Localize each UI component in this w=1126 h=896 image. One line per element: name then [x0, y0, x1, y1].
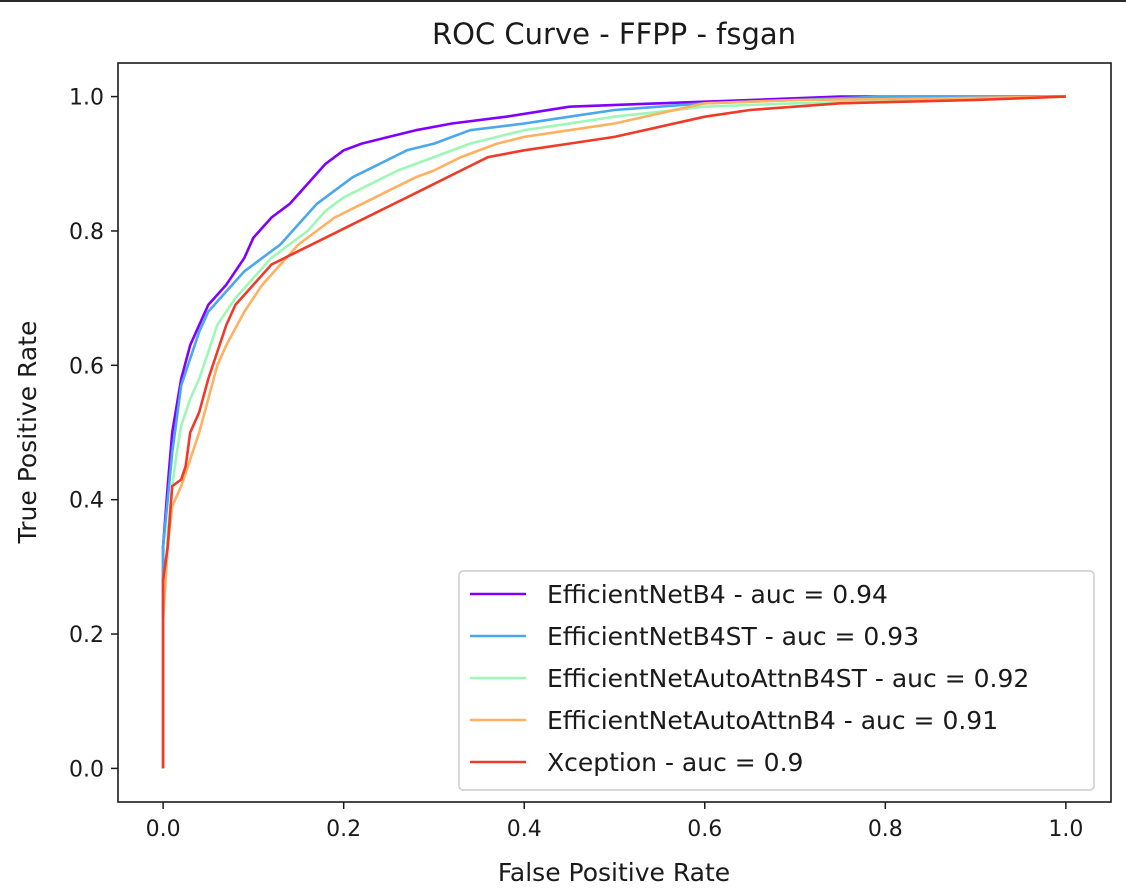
legend-label-5: Xception - auc = 0.9	[547, 748, 803, 777]
plot-lines	[161, 95, 1066, 769]
series-line-4	[161, 95, 1066, 769]
series-line-5	[161, 95, 1066, 769]
y-tick-label: 0.4	[69, 489, 104, 514]
series-line-2	[161, 95, 1066, 769]
legend-label-2: EfficientNetB4ST - auc = 0.93	[547, 622, 919, 651]
legend-label-4: EfficientNetAutoAttnB4 - auc = 0.91	[547, 706, 998, 735]
x-tick-label: 0.2	[326, 817, 361, 842]
y-tick-label: 0.2	[69, 623, 104, 648]
legend-label-3: EfficientNetAutoAttnB4ST - auc = 0.92	[547, 664, 1029, 693]
x-tick-label: 0.8	[868, 817, 903, 842]
series-line-3	[161, 95, 1066, 769]
legend-label-1: EfficientNetB4 - auc = 0.94	[547, 580, 888, 609]
y-tick-label: 0.0	[69, 757, 104, 782]
y-axis-label: True Positive Rate	[13, 321, 42, 545]
chart-title: ROC Curve - FFPP - fsgan	[432, 17, 796, 51]
x-tick-label: 1.0	[1048, 817, 1083, 842]
plot-frame	[117, 62, 1112, 803]
x-axis: 0.0 0.2 0.4 0.6 0.8 1.0	[146, 802, 1083, 842]
series-line-1	[161, 95, 1066, 769]
x-tick-label: 0.0	[146, 817, 181, 842]
y-tick-label: 0.8	[69, 220, 104, 245]
y-axis: 0.0 0.2 0.4 0.6 0.8 1.0	[69, 86, 118, 782]
y-tick-label: 0.6	[69, 354, 104, 379]
y-tick-label: 1.0	[69, 86, 104, 111]
x-axis-label: False Positive Rate	[498, 858, 730, 887]
legend-box	[458, 570, 1095, 791]
x-tick-label: 0.6	[687, 817, 722, 842]
legend: EfficientNetB4 - auc = 0.94 EfficientNetB…	[458, 570, 1095, 791]
window-top-border	[0, 0, 1126, 2]
x-tick-label: 0.4	[507, 817, 542, 842]
